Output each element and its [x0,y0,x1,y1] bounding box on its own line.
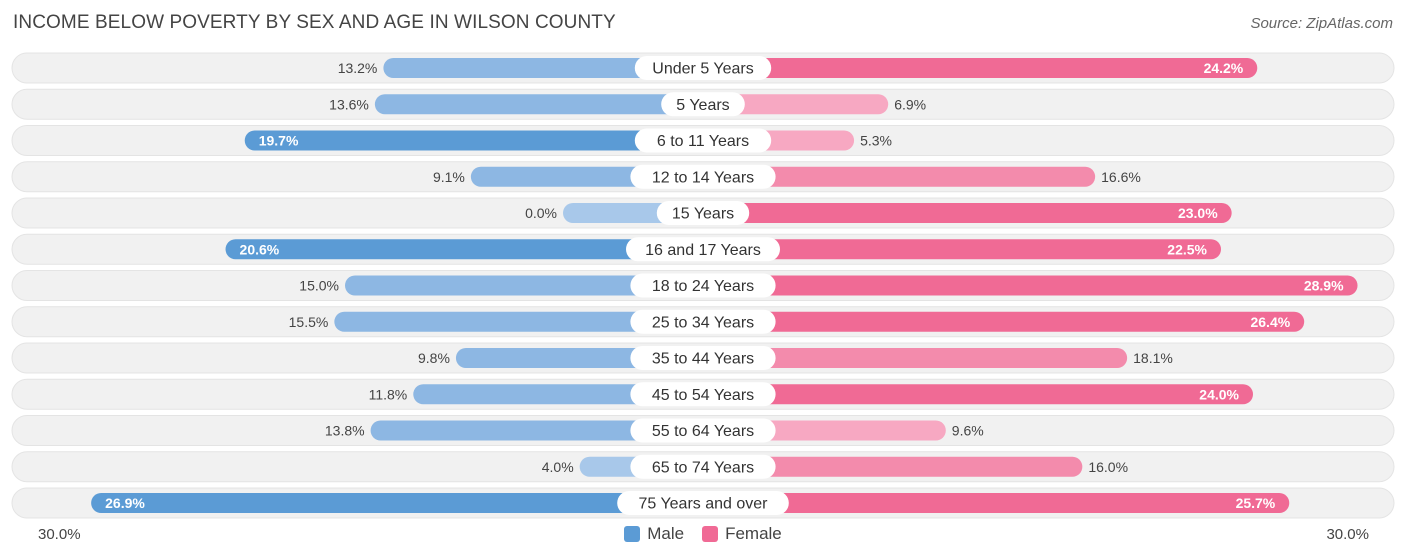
value-label-male: 0.0% [525,205,557,221]
chart-canvas: Under 5 Years 13.2% 24.2% 5 Years 13.6% 6.9% 6… [11,52,1395,519]
category-label: 16 and 17 Years [645,242,761,259]
value-label-female: 25.7% [1236,495,1276,511]
value-label-female: 5.3% [860,133,892,149]
bar-male [370,420,703,441]
bar-female [703,384,1253,405]
category-pill [630,309,776,334]
category-label: 5 Years [676,97,729,114]
bar-male [383,58,703,78]
category-label: 35 to 44 Years [652,351,754,368]
value-label-female: 23.0% [1178,205,1218,221]
category-label: 55 to 64 Years [652,423,754,440]
category-label: 75 Years and over [639,496,769,513]
legend-label-male: Male [647,524,685,543]
value-label-male: 4.0% [542,459,574,475]
category-label: 18 to 24 Years [652,278,754,295]
legend-swatch-male [624,526,641,542]
value-label-female: 16.6% [1101,169,1141,185]
bar-male [345,275,703,296]
legend: Male Female [0,524,1406,544]
value-label-male: 9.8% [418,350,450,366]
value-label-male: 15.0% [299,278,339,294]
value-label-female: 22.5% [1167,241,1207,257]
chart-source: Source: ZipAtlas.com [1250,15,1393,32]
value-label-female: 16.0% [1088,459,1128,475]
value-label-male: 20.6% [240,241,280,257]
category-pill [661,92,745,117]
legend-item-male: Male [624,524,684,544]
bar-female [703,275,1358,296]
category-pill [630,418,776,443]
value-label-female: 26.4% [1250,314,1290,330]
category-pill [630,382,776,407]
category-pill [617,491,789,515]
category-label: Under 5 Years [652,61,753,78]
value-label-male: 19.7% [259,133,299,149]
bar-male [91,493,704,513]
bar-female [703,311,1305,332]
value-label-female: 6.9% [894,96,926,112]
bar-male [374,94,703,115]
bar-female [703,58,1258,78]
value-label-female: 9.6% [952,423,984,439]
category-pill [630,454,776,479]
value-label-male: 26.9% [105,495,145,511]
value-label-male: 15.5% [289,314,329,330]
value-label-male: 13.2% [338,60,378,76]
category-pill [634,128,772,153]
legend-swatch-female [702,526,719,542]
chart-title: INCOME BELOW POVERTY BY SEX AND AGE IN W… [13,12,616,33]
value-label-female: 24.2% [1204,60,1244,76]
bar-male [413,384,703,405]
category-pill [626,237,780,262]
bar-female [703,493,1290,513]
value-label-female: 28.9% [1304,278,1344,294]
value-label-male: 13.8% [325,423,365,439]
bar-female [703,456,1083,477]
axis-right-label: 30.0% [1326,526,1369,543]
category-pill [656,201,750,225]
value-label-male: 9.1% [433,169,465,185]
value-label-female: 18.1% [1133,350,1173,366]
category-label: 6 to 11 Years [657,133,749,150]
bar-female [703,348,1128,368]
bar-female [703,166,1096,187]
value-label-male: 11.8% [369,386,408,402]
category-label: 45 to 54 Years [652,387,754,404]
category-label: 25 to 34 Years [652,314,754,331]
category-label: 65 to 74 Years [652,459,754,476]
bar-female [703,203,1232,223]
bar-female [703,239,1221,260]
bar-male [225,239,704,260]
bar-male [244,130,703,151]
bar-female [703,94,889,115]
category-label: 12 to 14 Years [652,169,754,186]
category-label: 15 Years [672,206,734,223]
category-pill [634,56,772,80]
legend-item-female: Female [702,524,782,544]
value-label-male: 13.6% [329,96,369,112]
category-pill [630,273,776,298]
bar-male [334,311,703,332]
category-pill [630,346,776,370]
legend-label-female: Female [725,524,782,543]
category-pill [630,164,776,189]
value-label-female: 24.0% [1199,386,1239,402]
axis-left-label: 30.0% [38,526,81,543]
